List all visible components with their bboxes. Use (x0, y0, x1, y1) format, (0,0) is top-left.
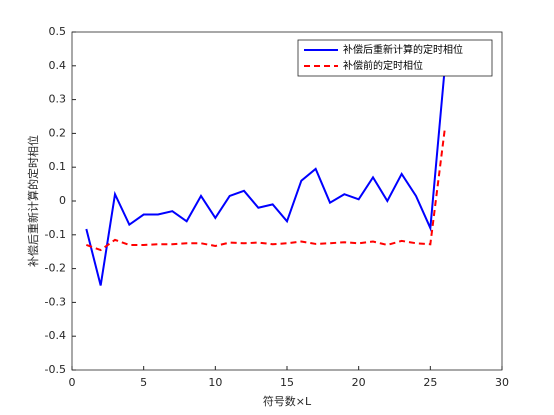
plot-lines (85, 69, 446, 286)
y-tick-label: 0.2 (49, 126, 67, 139)
y-tick-label: 0.1 (49, 160, 67, 173)
y-tick-label: -0.1 (45, 228, 66, 241)
y-tick-label: -0.2 (45, 262, 66, 275)
x-tick-label: 20 (352, 376, 366, 389)
y-axis-label: 补偿后重新计算的定时相位 (26, 135, 40, 267)
y-tick-label: 0 (59, 194, 66, 207)
x-tick-label: 25 (423, 376, 437, 389)
legend-box (297, 39, 493, 77)
y-tick-label: 0.4 (49, 59, 67, 72)
legend-text: 补偿前的定时相位 (343, 59, 423, 72)
plot-area (71, 31, 503, 371)
y-tick-label: 0.5 (49, 25, 67, 38)
series-line (85, 129, 446, 252)
y-tick-label: 0.3 (49, 93, 67, 106)
legend-text: 补偿后重新计算的定时相位 (343, 43, 463, 56)
y-tick-label: -0.4 (45, 329, 66, 342)
y-tick-label: -0.3 (45, 295, 66, 308)
series-line (85, 69, 446, 286)
x-tick-label: 0 (69, 376, 76, 389)
x-tick-label: 30 (495, 376, 509, 389)
x-tick-label: 10 (208, 376, 222, 389)
x-tick-label: 15 (280, 376, 294, 389)
x-tick-label: 5 (140, 376, 147, 389)
y-tick-label: -0.5 (45, 363, 66, 376)
x-axis-label: 符号数×L (263, 395, 312, 408)
